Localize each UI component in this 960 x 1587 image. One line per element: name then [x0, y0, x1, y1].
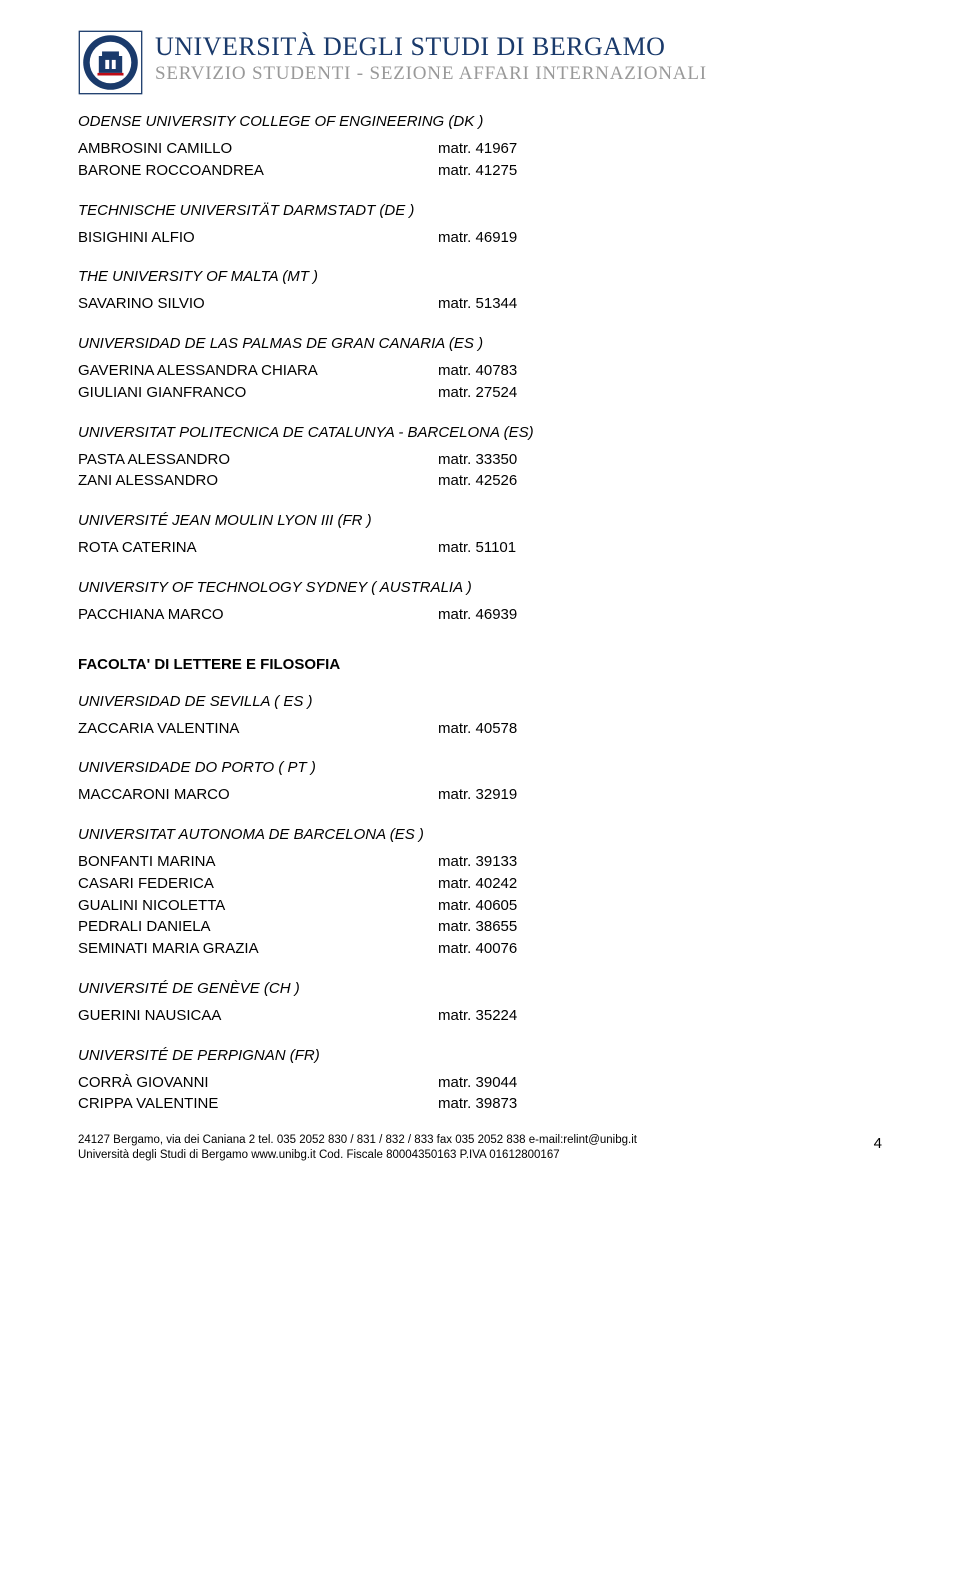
student-matr: matr. 39133 [438, 851, 882, 873]
student-name: CORRÀ GIOVANNI [78, 1072, 438, 1094]
document-page: UNIVERSITÀ DEGLI STUDI DI BERGAMO SERVIZ… [0, 0, 960, 1183]
student-entry: CASARI FEDERICAmatr. 40242 [78, 873, 882, 895]
student-name: GUERINI NAUSICAA [78, 1005, 438, 1027]
student-entry: CRIPPA VALENTINEmatr. 39873 [78, 1093, 882, 1115]
student-matr: matr. 40605 [438, 895, 882, 917]
student-matr: matr. 51344 [438, 293, 882, 315]
student-name: ROTA CATERINA [78, 537, 438, 559]
student-matr: matr. 35224 [438, 1005, 882, 1027]
institution-heading: UNIVERSITÉ DE GENÈVE (CH ) [78, 980, 882, 997]
institution-heading: THE UNIVERSITY OF MALTA (MT ) [78, 268, 882, 285]
footer-text: 24127 Bergamo, via dei Caniana 2 tel. 03… [78, 1133, 860, 1163]
student-matr: matr. 46939 [438, 604, 882, 626]
department-name: SERVIZIO STUDENTI - SEZIONE AFFARI INTER… [155, 63, 882, 85]
student-entry: ZACCARIA VALENTINAmatr. 40578 [78, 718, 882, 740]
student-entry: MACCARONI MARCOmatr. 32919 [78, 784, 882, 806]
header-text-block: UNIVERSITÀ DEGLI STUDI DI BERGAMO SERVIZ… [155, 30, 882, 85]
student-name: SAVARINO SILVIO [78, 293, 438, 315]
student-name: BISIGHINI ALFIO [78, 227, 438, 249]
student-entry: CORRÀ GIOVANNImatr. 39044 [78, 1072, 882, 1094]
student-matr: matr. 39873 [438, 1093, 882, 1115]
university-name: UNIVERSITÀ DEGLI STUDI DI BERGAMO [155, 32, 882, 62]
footer-line1: 24127 Bergamo, via dei Caniana 2 tel. 03… [78, 1134, 637, 1146]
institution-heading: UNIVERSITÉ JEAN MOULIN LYON III (FR ) [78, 512, 882, 529]
footer-line2: Università degli Studi di Bergamo www.un… [78, 1149, 560, 1161]
institution-heading: UNIVERSITAT POLITECNICA DE CATALUNYA - B… [78, 424, 882, 441]
student-entry: GUALINI NICOLETTAmatr. 40605 [78, 895, 882, 917]
student-entry: GIULIANI GIANFRANCOmatr. 27524 [78, 382, 882, 404]
student-matr: matr. 38655 [438, 916, 882, 938]
student-entry: PEDRALI DANIELAmatr. 38655 [78, 916, 882, 938]
student-name: MACCARONI MARCO [78, 784, 438, 806]
page-number: 4 [874, 1133, 882, 1152]
university-seal-icon [78, 30, 143, 95]
student-name: CRIPPA VALENTINE [78, 1093, 438, 1115]
student-name: AMBROSINI CAMILLO [78, 138, 438, 160]
student-entry: SAVARINO SILVIOmatr. 51344 [78, 293, 882, 315]
institution-heading: TECHNISCHE UNIVERSITÄT DARMSTADT (DE ) [78, 202, 882, 219]
student-matr: matr. 32919 [438, 784, 882, 806]
student-name: SEMINATI MARIA GRAZIA [78, 938, 438, 960]
student-entry: PACCHIANA MARCOmatr. 46939 [78, 604, 882, 626]
student-matr: matr. 51101 [438, 537, 882, 559]
student-entry: BONFANTI MARINAmatr. 39133 [78, 851, 882, 873]
institution-heading: UNIVERSIDAD DE LAS PALMAS DE GRAN CANARI… [78, 335, 882, 352]
student-name: PASTA ALESSANDRO [78, 449, 438, 471]
student-name: CASARI FEDERICA [78, 873, 438, 895]
student-entry: GUERINI NAUSICAAmatr. 35224 [78, 1005, 882, 1027]
student-matr: matr. 42526 [438, 470, 882, 492]
student-name: BONFANTI MARINA [78, 851, 438, 873]
student-matr: matr. 33350 [438, 449, 882, 471]
student-name: GIULIANI GIANFRANCO [78, 382, 438, 404]
student-entry: BISIGHINI ALFIOmatr. 46919 [78, 227, 882, 249]
institution-heading: ODENSE UNIVERSITY COLLEGE OF ENGINEERING… [78, 113, 882, 130]
document-header: UNIVERSITÀ DEGLI STUDI DI BERGAMO SERVIZ… [78, 30, 882, 95]
student-matr: matr. 27524 [438, 382, 882, 404]
student-matr: matr. 40783 [438, 360, 882, 382]
student-name: PACCHIANA MARCO [78, 604, 438, 626]
student-name: PEDRALI DANIELA [78, 916, 438, 938]
student-name: GAVERINA ALESSANDRA CHIARA [78, 360, 438, 382]
student-name: GUALINI NICOLETTA [78, 895, 438, 917]
institution-heading: UNIVERSITY OF TECHNOLOGY SYDNEY ( AUSTRA… [78, 579, 882, 596]
student-matr: matr. 40242 [438, 873, 882, 895]
institution-heading: UNIVERSIDAD DE SEVILLA ( ES ) [78, 693, 882, 710]
student-entry: BARONE ROCCOANDREAmatr. 41275 [78, 160, 882, 182]
sections-container: ODENSE UNIVERSITY COLLEGE OF ENGINEERING… [78, 113, 882, 1115]
document-footer: 24127 Bergamo, via dei Caniana 2 tel. 03… [78, 1133, 882, 1163]
student-matr: matr. 39044 [438, 1072, 882, 1094]
student-name: ZACCARIA VALENTINA [78, 718, 438, 740]
student-entry: GAVERINA ALESSANDRA CHIARAmatr. 40783 [78, 360, 882, 382]
student-matr: matr. 46919 [438, 227, 882, 249]
student-entry: AMBROSINI CAMILLOmatr. 41967 [78, 138, 882, 160]
student-name: BARONE ROCCOANDREA [78, 160, 438, 182]
institution-heading: UNIVERSITÉ DE PERPIGNAN (FR) [78, 1047, 882, 1064]
institution-heading: UNIVERSITAT AUTONOMA DE BARCELONA (ES ) [78, 826, 882, 843]
student-matr: matr. 41275 [438, 160, 882, 182]
student-entry: SEMINATI MARIA GRAZIAmatr. 40076 [78, 938, 882, 960]
student-entry: PASTA ALESSANDROmatr. 33350 [78, 449, 882, 471]
student-name: ZANI ALESSANDRO [78, 470, 438, 492]
student-matr: matr. 40076 [438, 938, 882, 960]
student-matr: matr. 41967 [438, 138, 882, 160]
faculty-heading: FACOLTA' DI LETTERE E FILOSOFIA [78, 656, 882, 673]
student-matr: matr. 40578 [438, 718, 882, 740]
student-entry: ROTA CATERINAmatr. 51101 [78, 537, 882, 559]
institution-heading: UNIVERSIDADE DO PORTO ( PT ) [78, 759, 882, 776]
student-entry: ZANI ALESSANDROmatr. 42526 [78, 470, 882, 492]
